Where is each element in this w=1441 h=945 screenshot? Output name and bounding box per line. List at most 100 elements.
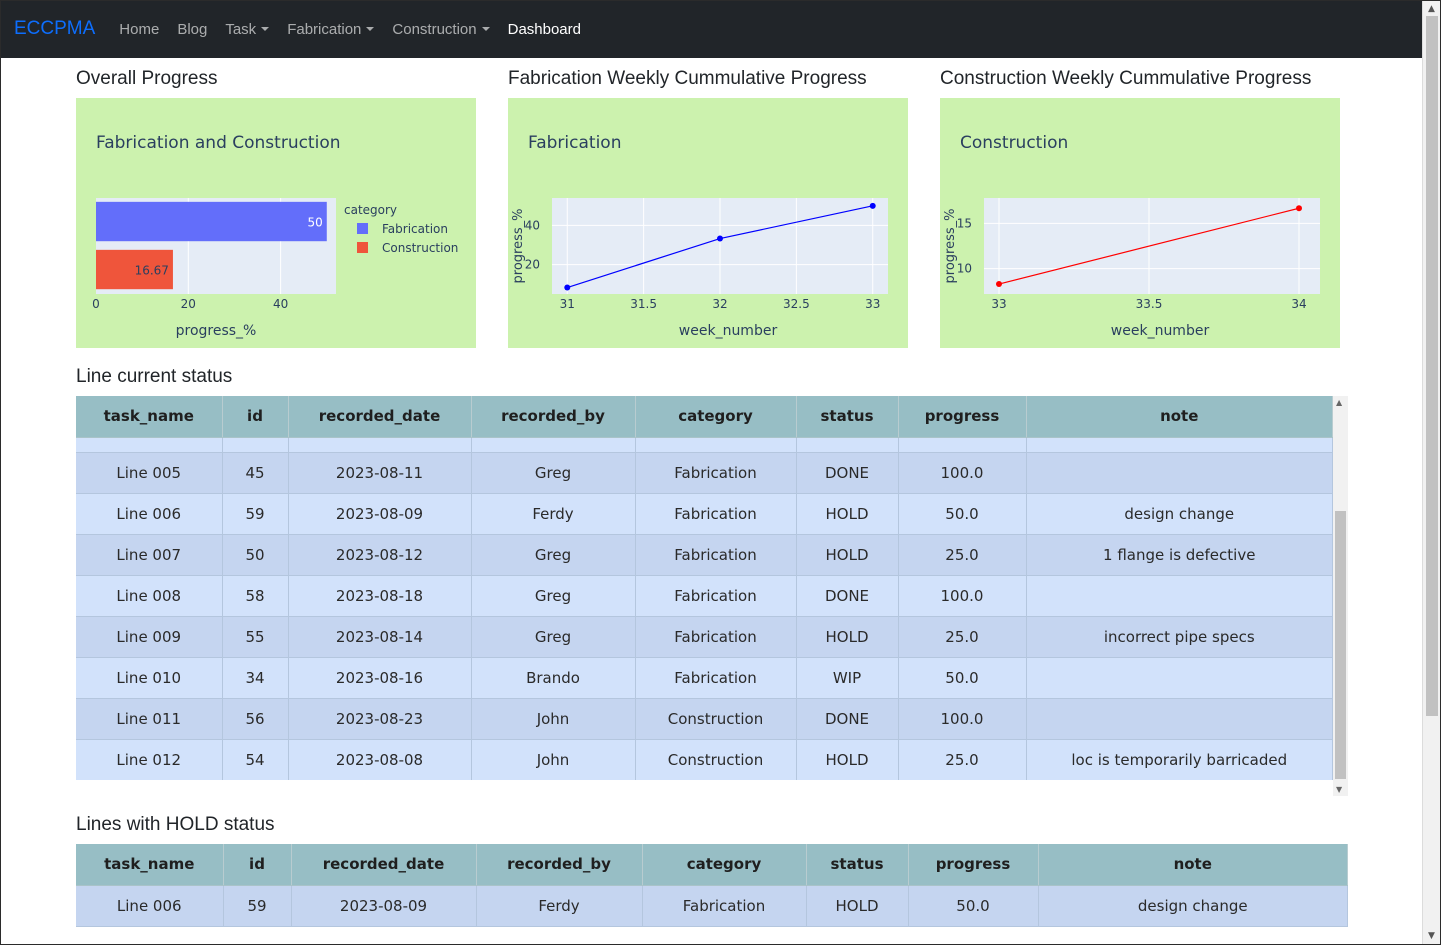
brand-link[interactable]: ECCPMA	[14, 18, 96, 39]
line-status-table-row[interactable]: Line 005 45 2023-08-11 Greg Fabrication DONE 1…	[76, 452, 1333, 494]
nav-fabrication[interactable]: Fabrication	[287, 21, 375, 38]
column-header-status[interactable]: status	[806, 844, 909, 886]
nav-label: Task	[225, 20, 257, 38]
column-header-note[interactable]: note	[1038, 844, 1348, 886]
chart-title: Fabrication and Construction	[96, 133, 341, 153]
cell-status: DONE	[796, 698, 899, 740]
hold-status-body: Line 006 59 2023-08-09 Ferdy Fabrication HOLD…	[76, 885, 1348, 927]
cell-note	[1026, 452, 1333, 494]
y-tick-label: 40	[525, 218, 540, 232]
x-tick-label: 33	[865, 297, 880, 311]
cell-progress: 50.0	[898, 657, 1027, 699]
line-status-table-row[interactable]: Line 006 59 2023-08-09 Ferdy Fabrication HOLD…	[76, 493, 1333, 535]
column-header-category[interactable]: category	[642, 844, 807, 886]
column-header-progress[interactable]: progress	[898, 396, 1027, 438]
line-status-table-row[interactable]: Line 011 56 2023-08-23 John Construction DONE…	[76, 698, 1333, 740]
y-tick-label: 10	[957, 262, 972, 276]
page-scroll-thumb[interactable]	[1426, 16, 1438, 716]
column-header-task-name[interactable]: task_name	[76, 396, 223, 438]
cell-category: Construction	[635, 698, 797, 740]
nav-blog[interactable]: Blog	[177, 21, 207, 38]
y-tick-label: 20	[525, 258, 540, 272]
cell-category: Fabrication	[635, 575, 797, 617]
column-header-recorded-by[interactable]: recorded_by	[471, 396, 636, 438]
line-status-table: task_name id recorded_date recorded_by categ…	[76, 396, 1333, 780]
x-axis-label: progress_%	[176, 323, 257, 339]
column-header-recorded-date[interactable]: recorded_date	[288, 396, 472, 438]
nav-construction[interactable]: Construction	[392, 21, 490, 38]
cell-note	[1026, 657, 1333, 699]
line-status-table-container: task_name id recorded_date recorded_by categ…	[76, 396, 1333, 780]
x-tick-label: 33	[991, 297, 1006, 311]
top-navbar: ECCPMA Home Blog Task Fabrication Constructi…	[0, 0, 1422, 58]
table-scroll-down-icon[interactable]: ▼	[1336, 785, 1343, 794]
hold-status-title: Lines with HOLD status	[76, 814, 275, 835]
cell-recorded-date: 2023-08-23	[288, 698, 472, 740]
column-header-task-name[interactable]: task_name	[76, 844, 224, 886]
column-header-progress[interactable]: progress	[908, 844, 1039, 886]
column-header-id[interactable]: id	[222, 396, 289, 438]
column-header-recorded-date[interactable]: recorded_date	[291, 844, 477, 886]
caret-down-icon	[481, 27, 490, 31]
cell-recorded-by: Greg	[471, 534, 636, 576]
cell-category: Fabrication	[635, 493, 797, 535]
cell-category: Fabrication	[635, 616, 797, 658]
cell-recorded-by: Greg	[471, 452, 636, 494]
line-table-scroll-thumb[interactable]	[1335, 511, 1346, 779]
line-status-title: Line current status	[76, 366, 233, 387]
page-scrollbar[interactable]: ▲ ▼	[1422, 0, 1441, 945]
scroll-up-arrow-icon[interactable]: ▲	[1428, 4, 1435, 14]
line-status-table-row[interactable]: Line 010 34 2023-08-16 Brando Fabrication WIP…	[76, 657, 1333, 699]
cell-id: 34	[222, 657, 289, 699]
hold-status-table-row[interactable]: Line 006 59 2023-08-09 Ferdy Fabrication HOLD…	[76, 885, 1348, 927]
caret-down-icon	[366, 27, 375, 31]
column-header-status[interactable]: status	[796, 396, 899, 438]
line-status-header-row: task_name id recorded_date recorded_by categ…	[76, 396, 1333, 438]
cell-status: HOLD	[796, 534, 899, 576]
scroll-down-arrow-icon[interactable]: ▼	[1428, 931, 1435, 941]
nav-dashboard[interactable]: Dashboard	[508, 21, 581, 38]
cell-id: 54	[222, 739, 289, 780]
cell-progress: 100.0	[898, 698, 1027, 740]
cell-progress: 50.0	[898, 493, 1027, 535]
bar-fabrication	[96, 201, 327, 242]
cell-task-name: Line 009	[76, 616, 223, 658]
chart-title: Fabrication	[528, 133, 621, 153]
bar-construction	[96, 249, 173, 290]
cell-id: 58	[222, 575, 289, 617]
cell-recorded-by: John	[471, 739, 636, 780]
y-axis-label: progress_%	[511, 209, 526, 284]
cell-id: 50	[222, 534, 289, 576]
column-header-note[interactable]: note	[1026, 396, 1333, 438]
hold-status-table: task_name id recorded_date recorded_by categ…	[76, 844, 1348, 927]
cell-status: DONE	[796, 575, 899, 617]
nav-home[interactable]: Home	[119, 21, 159, 38]
legend-title: category	[344, 203, 397, 217]
column-header-id[interactable]: id	[223, 844, 292, 886]
column-header-recorded-by[interactable]: recorded_by	[476, 844, 643, 886]
line-status-table-row[interactable]: Line 009 55 2023-08-14 Greg Fabrication HOLD 2…	[76, 616, 1333, 658]
nav-items: Home Blog Task Fabrication Construction Dashb…	[119, 21, 599, 38]
line-status-table-row[interactable]: Line 012 54 2023-08-08 John Construction HOLD…	[76, 739, 1333, 780]
cell-note: 1 flange is defective	[1026, 534, 1333, 576]
line-status-table-row[interactable]: Line 008 58 2023-08-18 Greg Fabrication DONE 1…	[76, 575, 1333, 617]
hold-status-table-container: task_name id recorded_date recorded_by categ…	[76, 844, 1348, 945]
cell-recorded-by: Greg	[471, 616, 636, 658]
line-table-scrollbar[interactable]: ▲ ▼	[1333, 396, 1348, 796]
cell-note	[1026, 575, 1333, 617]
nav-task[interactable]: Task	[225, 20, 270, 38]
cell-status: HOLD	[796, 616, 899, 658]
cell-task-name: Line 012	[76, 739, 223, 780]
cell-category: Fabrication	[635, 452, 797, 494]
overall-progress-chart: Fabrication and Construction 0 20 40 50 16.67…	[76, 98, 476, 348]
cell-progress: 50.0	[908, 885, 1039, 927]
cell-status: HOLD	[796, 493, 899, 535]
cell-task-name: Line 010	[76, 657, 223, 699]
column-header-category[interactable]: category	[635, 396, 797, 438]
table-scroll-up-icon[interactable]: ▲	[1336, 398, 1343, 407]
cell-category: Fabrication	[642, 885, 807, 927]
cell-recorded-by: John	[471, 698, 636, 740]
legend-item-fabrication: Fabrication	[382, 222, 448, 236]
hold-status-header-row: task_name id recorded_date recorded_by categ…	[76, 844, 1348, 886]
line-status-table-row[interactable]: Line 007 50 2023-08-12 Greg Fabrication HOLD 2…	[76, 534, 1333, 576]
